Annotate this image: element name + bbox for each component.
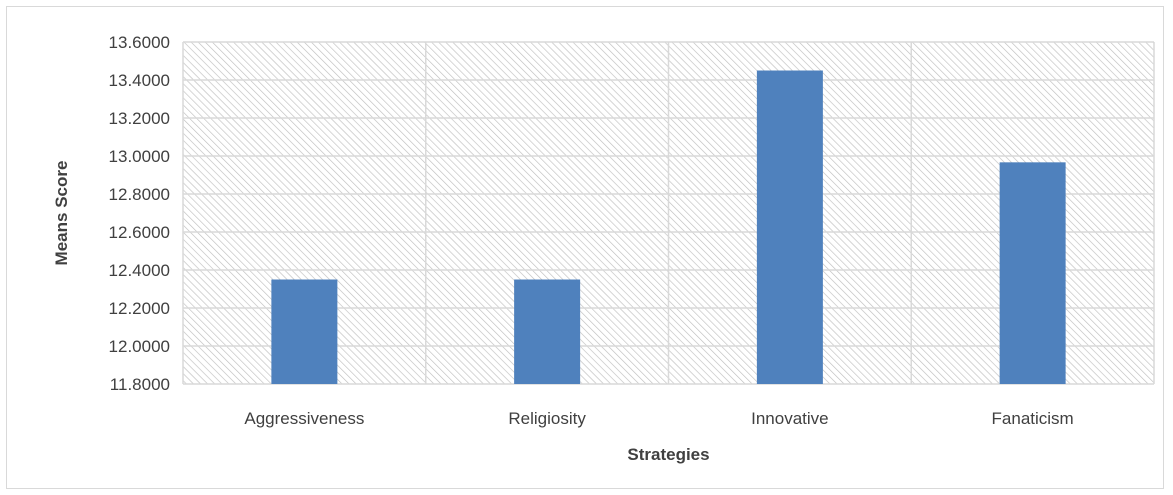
y-tick-label: 13.4000 [109,71,170,90]
y-tick-label: 13.6000 [109,33,170,52]
x-category-label: Innovative [751,409,829,428]
x-category-labels: Aggressiveness Religiosity Innovative Fanat… [244,409,1073,428]
y-tick-label: 12.2000 [109,299,170,318]
y-tick-labels: 11.8000 12.0000 12.2000 12.4000 12.6000 12.80… [109,33,170,394]
bar-innovative [756,70,823,384]
bar-fanaticism [999,162,1066,384]
y-tick-label: 11.8000 [110,375,170,394]
y-axis-title: Means Score [52,161,71,266]
y-tick-label: 12.8000 [109,185,170,204]
y-tick-label: 12.0000 [109,337,170,356]
x-axis-title: Strategies [627,445,709,464]
y-tick-label: 12.4000 [109,261,170,280]
bars [271,70,1066,384]
y-tick-label: 13.0000 [109,147,170,166]
bar-aggressiveness [271,279,338,384]
y-tick-label: 13.2000 [109,109,170,128]
gridlines [182,41,1155,385]
x-category-label: Fanaticism [992,409,1074,428]
x-category-label: Religiosity [508,409,586,428]
bar-religiosity [514,279,581,384]
y-tick-label: 12.6000 [109,223,170,242]
x-category-label: Aggressiveness [244,409,364,428]
